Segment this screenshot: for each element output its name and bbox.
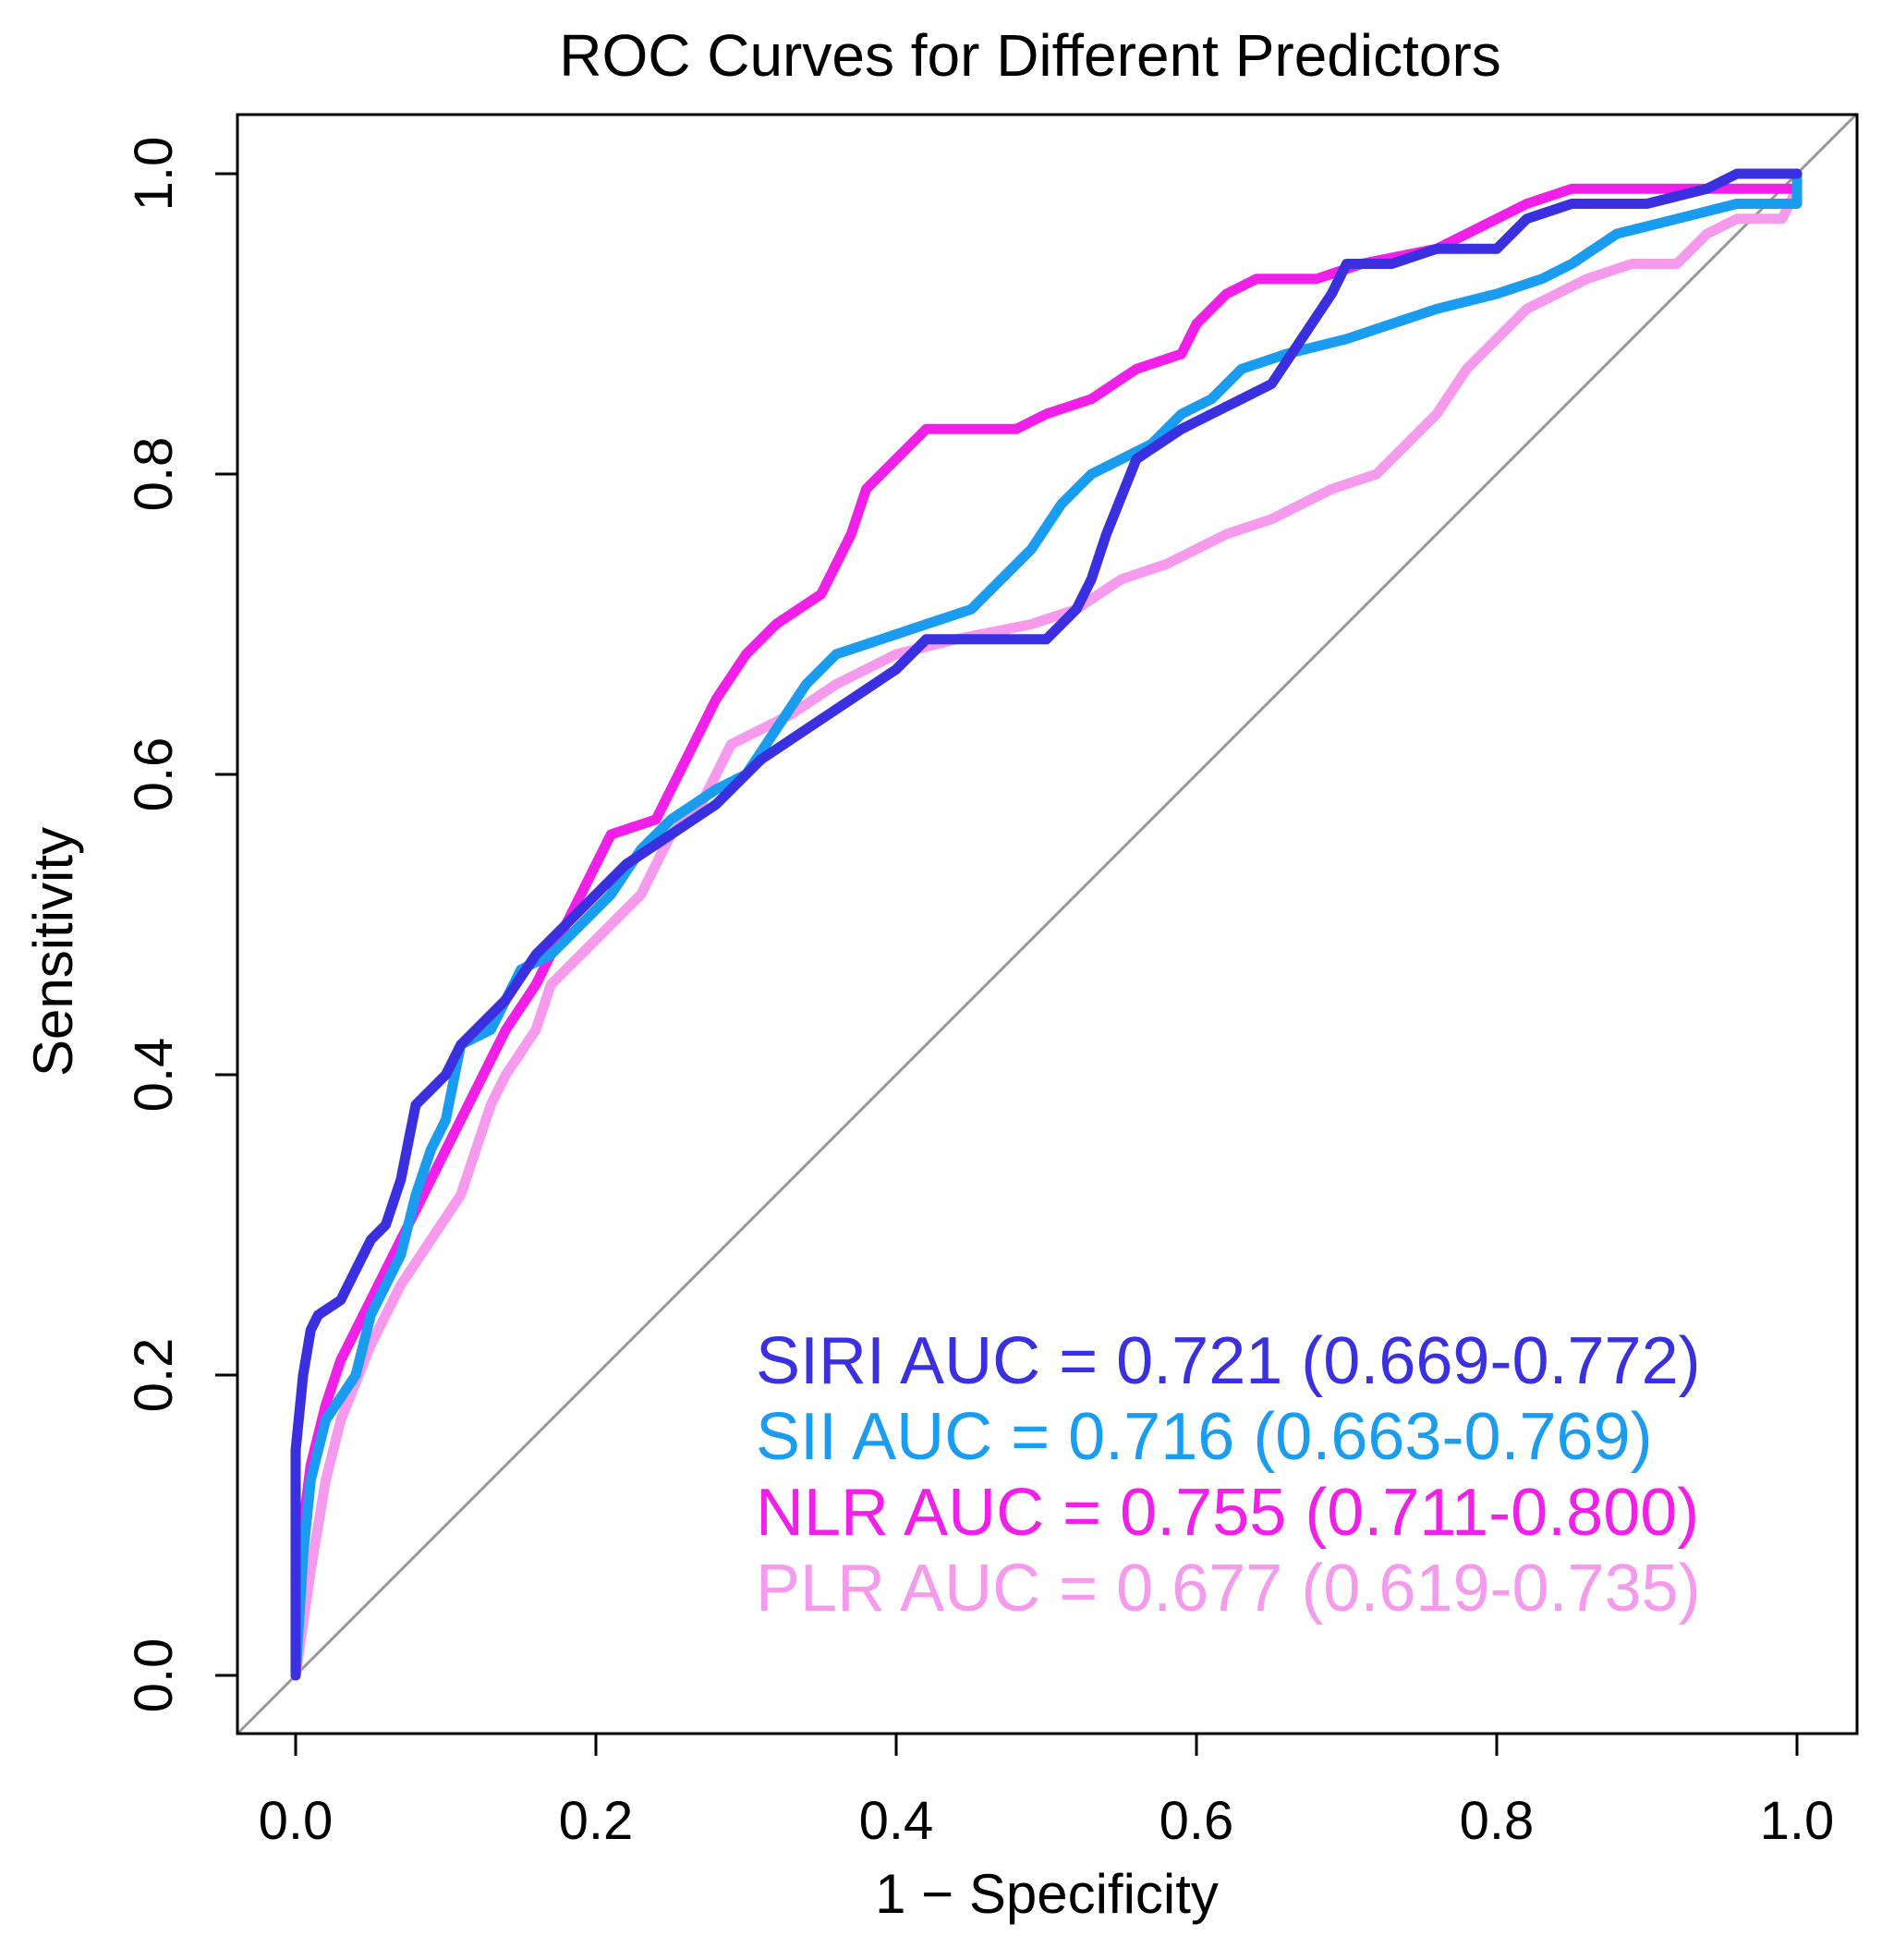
y-tick-label: 0.8 xyxy=(124,437,184,512)
legend-entry-siri: SIRI AUC = 0.721 (0.669-0.772) xyxy=(756,1324,1701,1398)
chart-title: ROC Curves for Different Predictors xyxy=(559,22,1501,89)
x-tick-label: 0.2 xyxy=(559,1791,634,1851)
x-tick-label: 0.4 xyxy=(859,1791,934,1851)
legend-entry-plr: PLR AUC = 0.677 (0.619-0.735) xyxy=(756,1552,1701,1625)
roc-curve-siri xyxy=(290,168,1803,1681)
plot-frame xyxy=(236,113,1859,1735)
x-ticks-layer: 0.0 0.2 0.4 0.6 0.8 1.0 xyxy=(259,1734,1835,1851)
legend-entry-nlr: NLR AUC = 0.755 (0.711-0.800) xyxy=(756,1476,1699,1550)
x-tick-label: 0.6 xyxy=(1159,1791,1234,1851)
y-tick-label: 1.0 xyxy=(124,137,184,212)
roc-curve-plr xyxy=(290,168,1803,1681)
legend: SIRI AUC = 0.721 (0.669-0.772)SII AUC = … xyxy=(756,1324,1701,1625)
reference-diagonal xyxy=(236,112,1859,1735)
x-tick-label: 1.0 xyxy=(1760,1791,1835,1851)
y-tick-label: 0.0 xyxy=(124,1638,184,1713)
y-tick-label: 0.2 xyxy=(124,1338,184,1413)
y-axis-title: Sensitivity xyxy=(22,827,84,1077)
y-ticks-layer: 0.0 0.2 0.4 0.6 0.8 1.0 xyxy=(124,137,237,1713)
roc-curve-sii xyxy=(290,168,1803,1681)
reference-diagonal-layer xyxy=(236,112,1859,1735)
x-tick-label: 0.8 xyxy=(1460,1791,1535,1851)
series-layer xyxy=(290,168,1803,1681)
x-tick-label: 0.0 xyxy=(259,1791,334,1851)
x-axis-title: 1 − Specificity xyxy=(875,1863,1219,1925)
y-tick-label: 0.4 xyxy=(124,1038,184,1113)
legend-entry-sii: SII AUC = 0.716 (0.663-0.769) xyxy=(756,1400,1653,1474)
y-tick-label: 0.6 xyxy=(124,737,184,812)
